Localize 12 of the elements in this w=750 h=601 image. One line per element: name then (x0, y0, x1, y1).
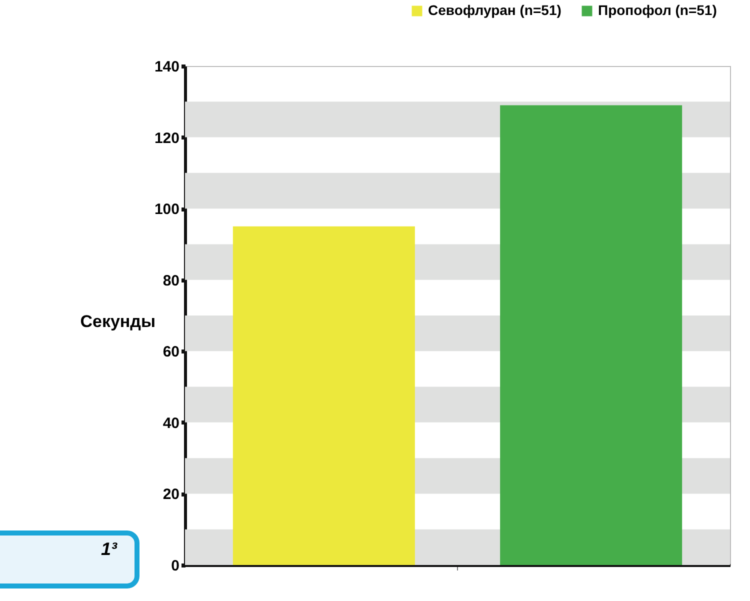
y-tick-label: 140 (154, 58, 180, 76)
y-tick-label: 0 (171, 558, 180, 574)
y-tick-label: 120 (154, 130, 180, 147)
text: 1³ (100, 539, 118, 559)
y-tick-label: 80 (162, 272, 180, 290)
legend-label: Пропофол (n=51) (598, 2, 717, 18)
legend-label: Севофлуран (n=51) (428, 2, 562, 18)
y-tick-label: 60 (162, 344, 180, 361)
y-axis-title: Секунды (80, 312, 156, 331)
y-tick-label: 20 (162, 486, 180, 504)
y-tick-label: 40 (162, 414, 180, 432)
y-tick-label: 100 (154, 201, 180, 218)
